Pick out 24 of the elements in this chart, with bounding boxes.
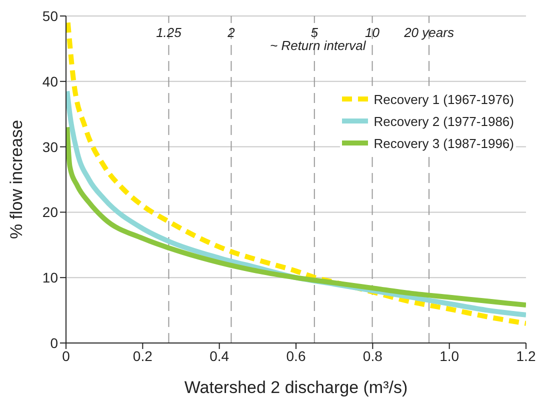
annotation: 2 [226,24,236,40]
x-tick-label: 0.4 [210,348,230,364]
y-tick-label: 50 [42,8,58,24]
annotation: 10 [365,24,380,40]
x-tick-label: 1.0 [440,348,460,364]
legend-label: Recovery 1 (1967-1976) [374,92,514,106]
x-tick-label: 0.2 [132,348,153,364]
legend-label: Recovery 3 (1987-1996) [374,136,514,150]
annotation: 20 years [403,24,454,40]
x-tick-label: 0 [62,348,70,364]
x-tick-label: 0.6 [286,348,306,364]
x-axis-title: Watershed 2 discharge (m³/s) [184,378,408,397]
y-axis-title: % flow increase [7,120,26,240]
annotation: 1.25 [156,24,182,40]
x-tick-label: 1.2 [516,348,536,364]
y-tick-label: 40 [42,73,58,90]
annotation: ~ Return interval [270,38,366,53]
y-tick-label: 20 [42,204,58,220]
legend-label: Recovery 2 (1977-1986) [374,114,514,128]
x-tick-label: 0.8 [362,348,383,364]
y-tick-label: 0 [50,334,58,351]
y-tick-label: 30 [42,138,58,155]
annotation: 5 [310,24,319,40]
y-tick-label: 10 [42,270,58,286]
